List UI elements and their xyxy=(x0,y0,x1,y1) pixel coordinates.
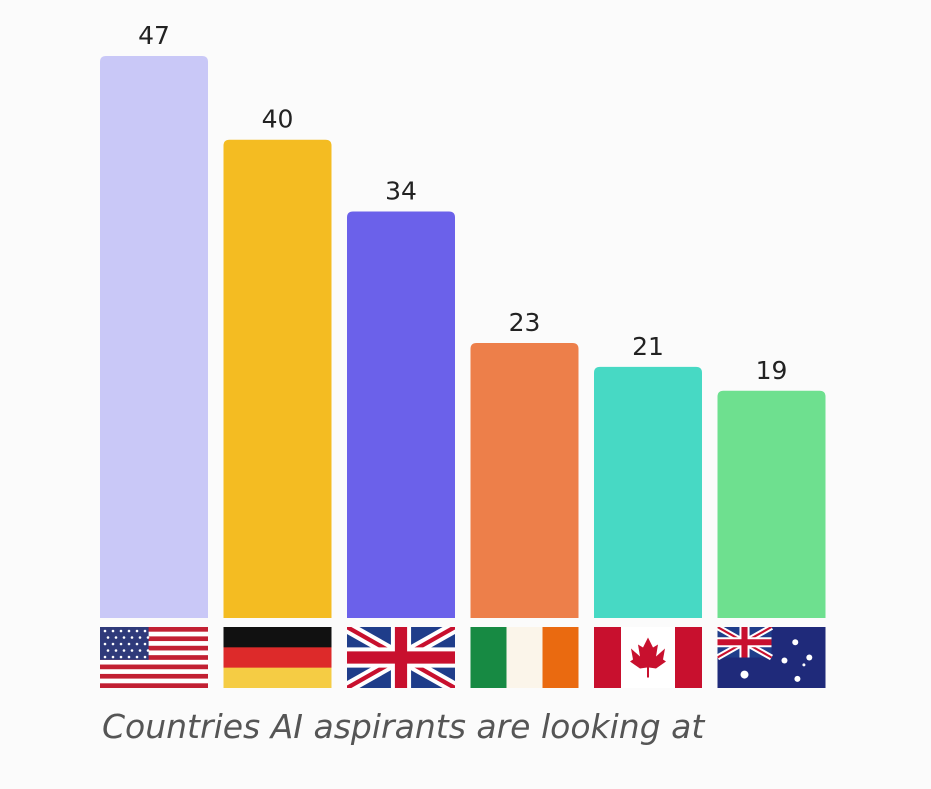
flag-part xyxy=(100,636,208,642)
flag-part xyxy=(122,636,126,639)
flag-part xyxy=(103,642,107,646)
flag-part xyxy=(802,663,806,667)
bar xyxy=(347,211,455,618)
flag-part xyxy=(100,655,208,661)
flag-part xyxy=(119,642,123,646)
flag-part xyxy=(103,655,107,659)
flag-part xyxy=(100,673,208,679)
flag-part xyxy=(347,627,455,688)
value-label: 21 xyxy=(632,332,664,361)
value-label: 40 xyxy=(262,105,294,134)
flag xyxy=(594,627,702,688)
flag-part xyxy=(100,627,208,632)
flag-part xyxy=(781,657,788,664)
flag xyxy=(347,627,455,688)
bar xyxy=(223,139,332,618)
flag xyxy=(470,627,579,688)
value-label: 19 xyxy=(756,356,788,385)
flag-part xyxy=(100,664,208,670)
flag-part xyxy=(506,627,543,688)
flag-part xyxy=(806,654,813,661)
flag-part xyxy=(542,627,579,688)
flag-part xyxy=(135,655,139,659)
flag-part xyxy=(143,655,147,659)
flag-part xyxy=(127,655,131,659)
value-label: 34 xyxy=(385,176,417,205)
flag-part xyxy=(122,649,126,652)
bar xyxy=(594,366,702,618)
flag-part xyxy=(146,649,150,652)
flag-part xyxy=(100,683,208,688)
flag-part xyxy=(100,669,208,675)
flag-part xyxy=(111,629,115,633)
flag-part xyxy=(100,650,208,656)
flag-part xyxy=(100,659,208,665)
flag-part xyxy=(135,642,139,646)
flag-part xyxy=(792,639,799,646)
flag-part xyxy=(130,636,134,639)
flag-part xyxy=(130,649,134,652)
flag-part xyxy=(114,649,118,652)
flag-part xyxy=(146,636,150,639)
flag-part xyxy=(111,655,115,659)
flag-part xyxy=(717,627,772,658)
flag-part xyxy=(135,629,139,633)
flag-part xyxy=(106,636,110,639)
flag-part xyxy=(143,629,147,633)
flag-part xyxy=(223,627,332,648)
flag xyxy=(223,627,332,688)
flag-part xyxy=(103,629,107,633)
flag-part xyxy=(223,647,332,668)
chart-title: Countries AI aspirants are looking at xyxy=(102,707,705,746)
flag-part xyxy=(127,642,131,646)
bar xyxy=(470,342,579,618)
bar xyxy=(717,390,826,618)
flag-part xyxy=(470,627,507,688)
flag xyxy=(717,627,826,688)
flag-part xyxy=(100,627,149,660)
flag-part xyxy=(100,641,208,647)
flag-part xyxy=(138,649,142,652)
flag-part xyxy=(119,655,123,659)
flag-part xyxy=(143,642,147,646)
value-label: 47 xyxy=(138,21,170,50)
flag-part xyxy=(630,637,666,678)
flag-part xyxy=(106,649,110,652)
flag-part xyxy=(114,636,118,639)
flag-part xyxy=(127,629,131,633)
bar xyxy=(100,56,208,618)
flag-part xyxy=(100,678,208,684)
flag-part xyxy=(223,667,332,688)
flag-part xyxy=(794,675,801,682)
flag-part xyxy=(740,670,749,679)
flag-part xyxy=(111,642,115,646)
flag-part xyxy=(100,631,208,637)
flag-part xyxy=(138,636,142,639)
flag-part xyxy=(100,645,208,651)
flag xyxy=(100,627,208,688)
value-label: 23 xyxy=(509,308,541,337)
flag-part xyxy=(119,629,123,633)
